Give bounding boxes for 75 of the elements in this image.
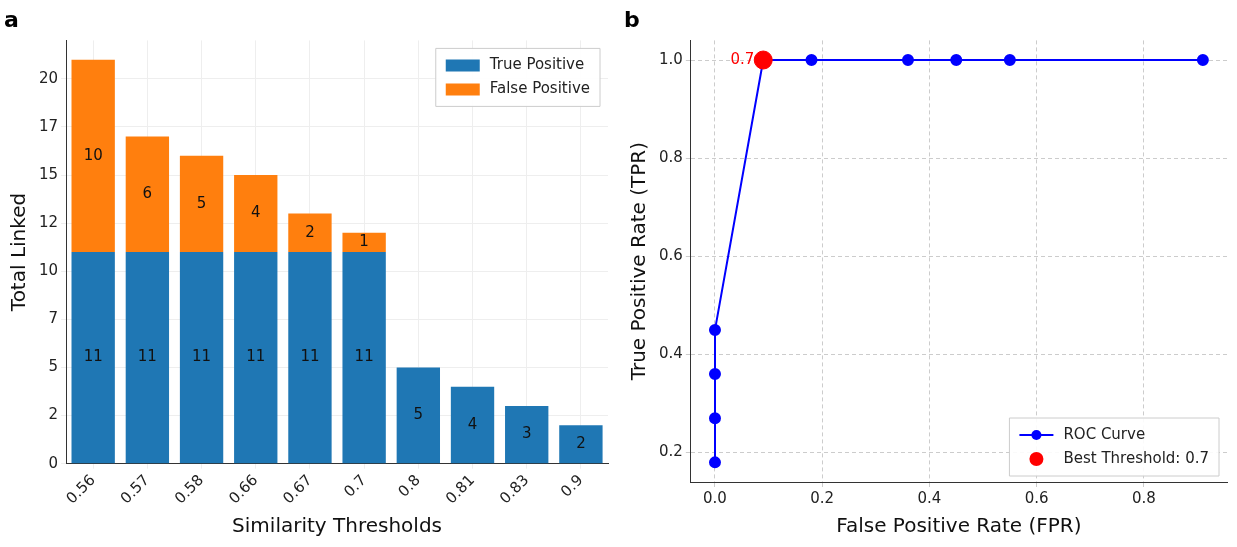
bar <box>71 59 115 253</box>
y-tick-label: 5 <box>48 357 59 376</box>
point <box>708 412 721 425</box>
point <box>950 54 963 67</box>
bar <box>342 232 386 253</box>
data-label: 11 <box>354 347 374 366</box>
data-label: 10 <box>83 145 103 164</box>
bar <box>234 252 278 464</box>
point <box>1003 54 1016 67</box>
y-tick-label: 20 <box>38 68 59 87</box>
data-label: 11 <box>192 347 212 366</box>
y-tick-label: 7 <box>48 309 59 328</box>
point <box>708 368 721 381</box>
x-tick-label: 0.8 <box>394 470 424 501</box>
y-tick-label: 0.8 <box>659 148 683 167</box>
x-tick-label: 0.4 <box>917 488 942 507</box>
legend-label: False Positive <box>489 79 590 98</box>
x-tick-label: 0.7 <box>340 470 370 501</box>
bar <box>179 155 224 253</box>
y-axis-title: Total Linked <box>6 192 31 313</box>
bar <box>342 252 386 464</box>
y-tick-label: 2 <box>48 405 59 424</box>
bar <box>450 386 495 464</box>
y-axis-title: True Positive Rate (TPR) <box>626 142 651 382</box>
legend-label: ROC Curve <box>1063 424 1146 443</box>
legend-label: True Positive <box>488 55 585 74</box>
x-tick-label: 0.2 <box>810 488 835 507</box>
data-label: 4 <box>250 203 261 222</box>
data-label: 5 <box>413 405 424 424</box>
data-label: 2 <box>305 222 315 241</box>
point <box>753 50 773 70</box>
y-tick-label: 17 <box>38 116 59 135</box>
chart-title: a <box>4 6 19 32</box>
y-tick-label: 12 <box>38 213 59 232</box>
point <box>901 54 914 67</box>
bar <box>125 136 170 253</box>
data-label: 11 <box>246 347 266 366</box>
x-tick-label: 0.9 <box>556 470 587 501</box>
x-tick-label: 0.8 <box>1131 488 1156 507</box>
y-tick-label: 0.6 <box>659 246 683 265</box>
data-label: 4 <box>467 414 478 433</box>
data-label: 11 <box>83 347 103 366</box>
bar <box>179 252 224 464</box>
y-tick-label: 0.2 <box>659 442 683 461</box>
point <box>708 456 721 469</box>
x-tick-label: 0.0 <box>703 488 727 507</box>
y-tick-label: 15 <box>38 164 59 183</box>
data-label: 3 <box>521 424 532 443</box>
data-label: 1 <box>359 232 369 251</box>
bar <box>288 252 332 464</box>
y-tick-label: 0.4 <box>659 344 683 363</box>
point <box>708 323 721 336</box>
annotation: 0.7 <box>730 49 755 68</box>
data-label: 5 <box>196 193 207 212</box>
data-label: 6 <box>142 184 153 203</box>
data-label: 2 <box>576 434 586 453</box>
bar <box>71 252 115 464</box>
y-tick-label: 10 <box>38 261 59 280</box>
bar <box>234 175 278 253</box>
bar <box>505 405 549 464</box>
bar <box>559 425 603 464</box>
chart-title: b <box>624 6 640 32</box>
bar <box>396 367 441 464</box>
x-axis-title: False Positive Rate (FPR) <box>836 513 1082 538</box>
y-tick-label: 1.0 <box>659 49 683 68</box>
bar <box>288 213 332 253</box>
data-label: 11 <box>300 347 320 366</box>
point <box>1196 54 1209 67</box>
legend-label: Best Threshold: 0.7 <box>1063 448 1210 467</box>
point <box>805 54 818 67</box>
y-tick-label: 0 <box>48 453 59 472</box>
x-tick-label: 0.6 <box>1024 488 1049 507</box>
x-axis-title: Similarity Thresholds <box>232 513 442 538</box>
bar <box>125 252 170 464</box>
data-label: 11 <box>137 347 157 366</box>
